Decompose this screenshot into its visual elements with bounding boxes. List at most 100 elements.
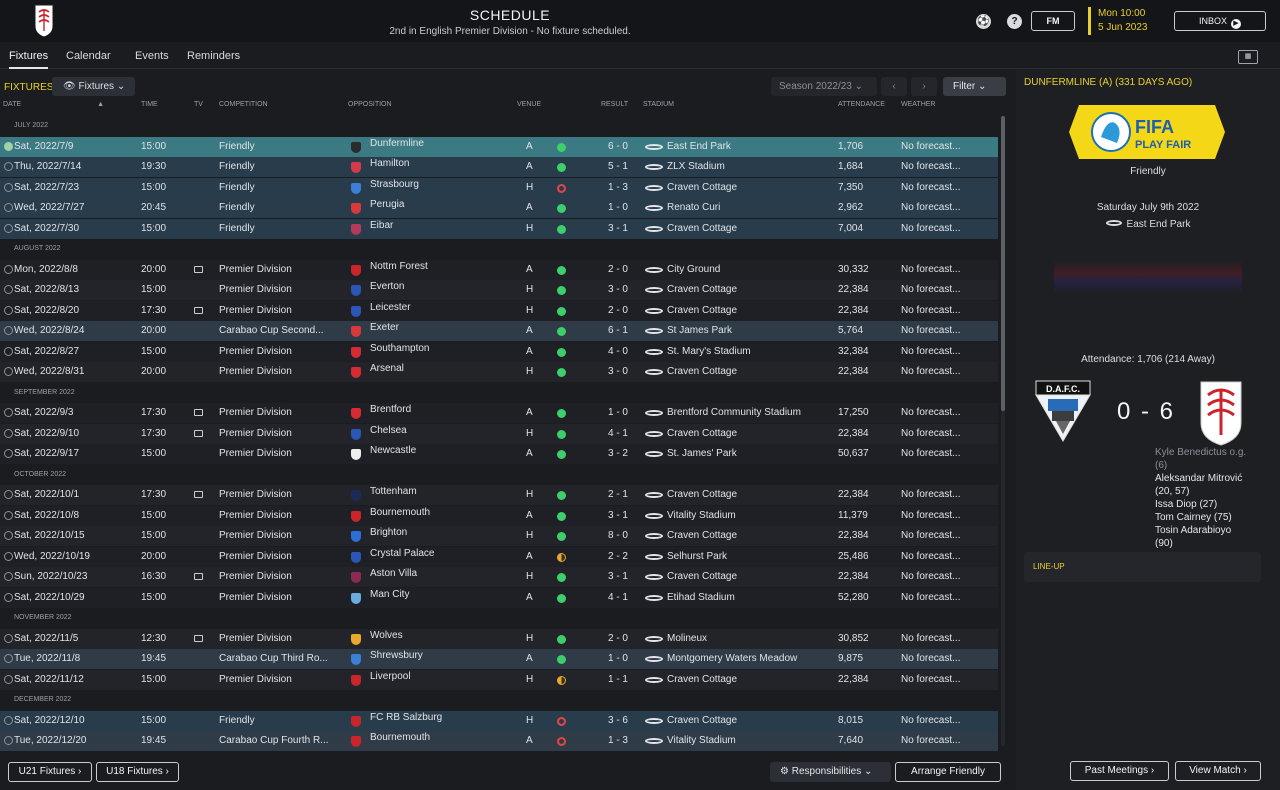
dunfermline-crest-icon[interactable]: D.A.F.C. bbox=[1034, 379, 1092, 443]
view-match-button[interactable]: View Match › bbox=[1175, 761, 1261, 781]
fixture-stadium[interactable]: Craven Cottage bbox=[667, 222, 738, 234]
fixture-row[interactable]: Sat, 2022/8/27 15:00 Premier Division South… bbox=[0, 341, 998, 362]
fixture-stadium[interactable]: Vitality Stadium bbox=[667, 735, 736, 746]
tab-events[interactable]: Events bbox=[135, 50, 169, 62]
arrange-friendly-button[interactable]: Arrange Friendly bbox=[895, 762, 1001, 782]
fixture-row[interactable]: Sat, 2022/9/10 17:30 Premier Division Chels… bbox=[0, 423, 998, 444]
fixture-competition[interactable]: Friendly bbox=[219, 202, 255, 213]
fixture-row[interactable]: Sat, 2022/10/8 15:00 Premier Division Bourn… bbox=[0, 505, 998, 526]
fixture-stadium[interactable]: Molineux bbox=[667, 632, 708, 644]
fixture-opposition[interactable]: Brighton bbox=[370, 527, 408, 538]
fixture-row[interactable]: Sat, 2022/10/29 15:00 Premier Division Man … bbox=[0, 587, 998, 608]
fixture-stadium[interactable]: St. James' Park bbox=[667, 448, 737, 459]
column-header-time[interactable]: TIME bbox=[141, 101, 158, 108]
fixture-opposition[interactable]: Brentford bbox=[370, 404, 412, 415]
fixture-opposition[interactable]: Bournemouth bbox=[370, 732, 431, 743]
fixture-opposition[interactable]: Newcastle bbox=[370, 445, 417, 456]
layout-toggle-icon[interactable]: ▦ bbox=[1238, 50, 1258, 64]
fixture-row[interactable]: Sat, 2022/9/3 17:30 Premier Division Brentf… bbox=[0, 403, 998, 423]
fixture-opposition[interactable]: Liverpool bbox=[370, 670, 411, 682]
fm-menu-button[interactable]: FM bbox=[1031, 11, 1075, 31]
fixture-competition[interactable]: Premier Division bbox=[219, 509, 292, 521]
fixture-competition[interactable]: Premier Division bbox=[219, 673, 292, 685]
fixture-competition[interactable]: Premier Division bbox=[219, 448, 292, 459]
fixture-opposition[interactable]: Strasbourg bbox=[370, 178, 419, 190]
fixture-row[interactable]: Sun, 2022/10/23 16:30 Premier Division Asto… bbox=[0, 567, 998, 587]
fixture-opposition[interactable]: Perugia bbox=[370, 199, 405, 210]
fixture-row[interactable]: Wed, 2022/10/19 20:00 Premier Division Crys… bbox=[0, 546, 998, 567]
column-header-result[interactable]: RESULT bbox=[601, 101, 629, 108]
fixture-opposition[interactable]: Man City bbox=[370, 588, 410, 600]
fixture-stadium[interactable]: Craven Cottage bbox=[667, 673, 738, 685]
fixture-opposition[interactable]: Wolves bbox=[370, 629, 403, 641]
fixture-opposition[interactable]: FC RB Salzburg bbox=[370, 711, 443, 723]
fixture-competition[interactable]: Friendly bbox=[219, 140, 255, 152]
fixture-row[interactable]: Mon, 2022/8/8 20:00 Premier Division Nottm … bbox=[0, 259, 998, 280]
fixture-competition[interactable]: Friendly bbox=[219, 222, 255, 234]
fixture-competition[interactable]: Premier Division bbox=[219, 591, 292, 603]
fixture-row[interactable]: Sat, 2022/7/9 15:00 Friendly Dunfermline A 6 … bbox=[0, 136, 998, 157]
fixture-row[interactable]: Wed, 2022/7/27 20:45 Friendly Perugia A 1 - 0… bbox=[0, 198, 998, 218]
u21-fixtures-button[interactable]: U21 Fixtures › bbox=[8, 762, 92, 782]
fixture-competition[interactable]: Friendly bbox=[219, 161, 255, 172]
fixture-row[interactable]: Sat, 2022/8/13 15:00 Premier Division Evert… bbox=[0, 280, 998, 300]
filter-button[interactable]: Filter ⌄ bbox=[943, 77, 1006, 96]
fixture-competition[interactable]: Premier Division bbox=[219, 407, 292, 418]
fixture-competition[interactable]: Premier Division bbox=[219, 530, 292, 541]
fixture-row[interactable]: Sat, 2022/11/5 12:30 Premier Division Wolve… bbox=[0, 628, 998, 649]
fixture-stadium[interactable]: City Ground bbox=[667, 263, 721, 275]
fixture-competition[interactable]: Carabao Cup Second... bbox=[219, 325, 324, 336]
fixture-opposition[interactable]: Tottenham bbox=[370, 486, 417, 497]
fixture-opposition[interactable]: Eibar bbox=[370, 219, 394, 231]
fixture-stadium[interactable]: Craven Cottage bbox=[667, 530, 738, 541]
match-summary-heading[interactable]: DUNFERMLINE (A) (331 DAYS AGO) bbox=[1024, 77, 1193, 88]
fixture-competition[interactable]: Premier Division bbox=[219, 489, 292, 500]
column-header-tv[interactable]: TV bbox=[194, 101, 203, 108]
column-header-weather[interactable]: WEATHER bbox=[901, 101, 936, 108]
responsibilities-button[interactable]: ⚙ Responsibilities ⌄ bbox=[770, 762, 891, 782]
season-selector[interactable]: Season 2022/23 ⌄ bbox=[771, 77, 877, 96]
fixture-opposition[interactable]: Dunfermline bbox=[370, 137, 424, 149]
u18-fixtures-button[interactable]: U18 Fixtures › bbox=[96, 762, 179, 782]
column-header-stadium[interactable]: STADIUM bbox=[643, 101, 674, 108]
fixture-competition[interactable]: Premier Division bbox=[219, 427, 292, 439]
fixture-row[interactable]: Sat, 2022/7/23 15:00 Friendly Strasbourg H 1 … bbox=[0, 177, 998, 198]
fixture-competition[interactable]: Premier Division bbox=[219, 366, 292, 377]
fixture-opposition[interactable]: Arsenal bbox=[370, 363, 404, 374]
fixture-stadium[interactable]: Craven Cottage bbox=[667, 427, 738, 439]
fixture-opposition[interactable]: Shrewsbury bbox=[370, 650, 423, 661]
fixture-stadium[interactable]: Craven Cottage bbox=[667, 714, 738, 726]
column-header-venue[interactable]: VENUE bbox=[517, 101, 542, 108]
fixture-opposition[interactable]: Leicester bbox=[370, 301, 411, 313]
fixture-competition[interactable]: Premier Division bbox=[219, 284, 292, 295]
football-icon[interactable]: ⚽ bbox=[976, 14, 991, 29]
fixture-row[interactable]: Sat, 2022/8/20 17:30 Premier Division Leice… bbox=[0, 300, 998, 321]
fixture-stadium[interactable]: Renato Curi bbox=[667, 202, 721, 213]
fixture-stadium[interactable]: Craven Cottage bbox=[667, 284, 738, 295]
fixture-opposition[interactable]: Nottm Forest bbox=[370, 260, 428, 272]
fixture-stadium[interactable]: Selhurst Park bbox=[667, 550, 728, 562]
fixture-competition[interactable]: Premier Division bbox=[219, 263, 292, 275]
fixture-opposition[interactable]: Bournemouth bbox=[370, 506, 431, 518]
previous-season-button[interactable]: ‹ bbox=[881, 77, 907, 96]
fixture-stadium[interactable]: St James Park bbox=[667, 325, 733, 336]
fixture-stadium[interactable]: East End Park bbox=[667, 140, 731, 152]
fixture-stadium[interactable]: ZLX Stadium bbox=[667, 161, 725, 172]
fixture-row[interactable]: Sat, 2022/7/30 15:00 Friendly Eibar H 3 - 1 Cr… bbox=[0, 218, 998, 239]
fixture-competition[interactable]: Carabao Cup Fourth R... bbox=[219, 735, 329, 746]
column-header-opposition[interactable]: OPPOSITION bbox=[348, 101, 392, 108]
column-header-attendance[interactable]: ATTENDANCE bbox=[838, 101, 885, 108]
fixture-row[interactable]: Sat, 2022/12/10 15:00 Friendly FC RB Salzbu… bbox=[0, 710, 998, 731]
fixture-row[interactable]: Sat, 2022/9/17 15:00 Premier Division Newca… bbox=[0, 444, 998, 464]
fixture-row[interactable]: Tue, 2022/12/20 19:45 Carabao Cup Fourth R… bbox=[0, 731, 998, 751]
lineup-section[interactable]: LINE-UP bbox=[1024, 552, 1261, 582]
tab-calendar[interactable]: Calendar bbox=[66, 50, 111, 62]
fixture-row[interactable]: Sat, 2022/11/12 15:00 Premier Division Live… bbox=[0, 669, 998, 690]
fixture-stadium[interactable]: Montgomery Waters Meadow bbox=[667, 653, 798, 664]
fixture-competition[interactable]: Friendly bbox=[219, 181, 255, 193]
fixture-row[interactable]: Wed, 2022/8/24 20:00 Carabao Cup Second...… bbox=[0, 321, 998, 341]
fixture-opposition[interactable]: Aston Villa bbox=[370, 568, 418, 579]
fixture-competition[interactable]: Friendly bbox=[219, 714, 255, 726]
fixture-row[interactable]: Sat, 2022/10/15 15:00 Premier Division Brig… bbox=[0, 526, 998, 546]
past-meetings-button[interactable]: Past Meetings › bbox=[1070, 761, 1169, 781]
